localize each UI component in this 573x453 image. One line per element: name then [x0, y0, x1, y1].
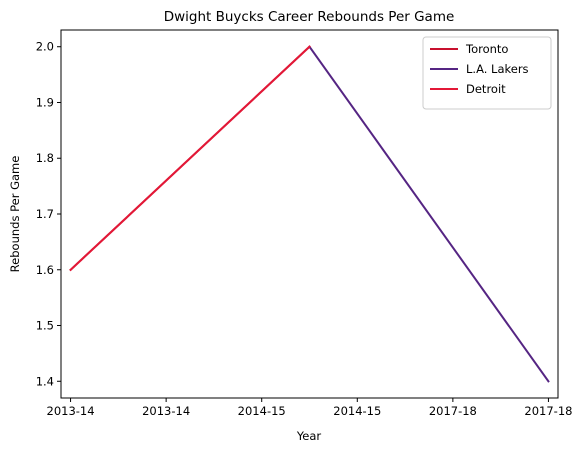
legend-label: L.A. Lakers [466, 62, 529, 76]
y-tick-label: 1.8 [36, 151, 54, 165]
y-tick-label: 1.7 [36, 207, 54, 221]
legend-label: Detroit [466, 82, 506, 96]
legend-box [422, 36, 552, 110]
x-tick-label: 2014-15 [333, 404, 381, 418]
x-axis: 2013-14 2013-14 2014-15 2014-15 2017-18 2017-… [47, 398, 572, 418]
y-tick-label: 1.9 [36, 95, 54, 109]
series-line-1 [308, 45, 550, 383]
series-layer [69, 45, 550, 383]
chart-title: Dwight Buycks Career Rebounds Per Game [164, 9, 455, 25]
y-tick-label: 1.5 [36, 319, 54, 333]
y-tick-label: 1.6 [36, 263, 54, 277]
legend: Toronto L.A. Lakers Detroit [422, 36, 552, 110]
x-axis-label: Year [296, 429, 322, 443]
x-tick-label: 2013-14 [142, 404, 190, 418]
y-tick-label: 2.0 [36, 40, 54, 54]
y-tick-label: 1.4 [36, 374, 54, 388]
x-tick-label: 2014-15 [238, 404, 286, 418]
series-line-2 [69, 45, 311, 272]
y-axis-label: Rebounds Per Game [8, 156, 22, 273]
legend-label: Toronto [465, 42, 508, 56]
x-tick-label: 2013-14 [47, 404, 95, 418]
x-tick-label: 2017-18 [524, 404, 572, 418]
y-axis: 1.4 1.5 1.6 1.7 1.8 1.9 2.0 [36, 40, 61, 388]
x-tick-label: 2017-18 [429, 404, 477, 418]
